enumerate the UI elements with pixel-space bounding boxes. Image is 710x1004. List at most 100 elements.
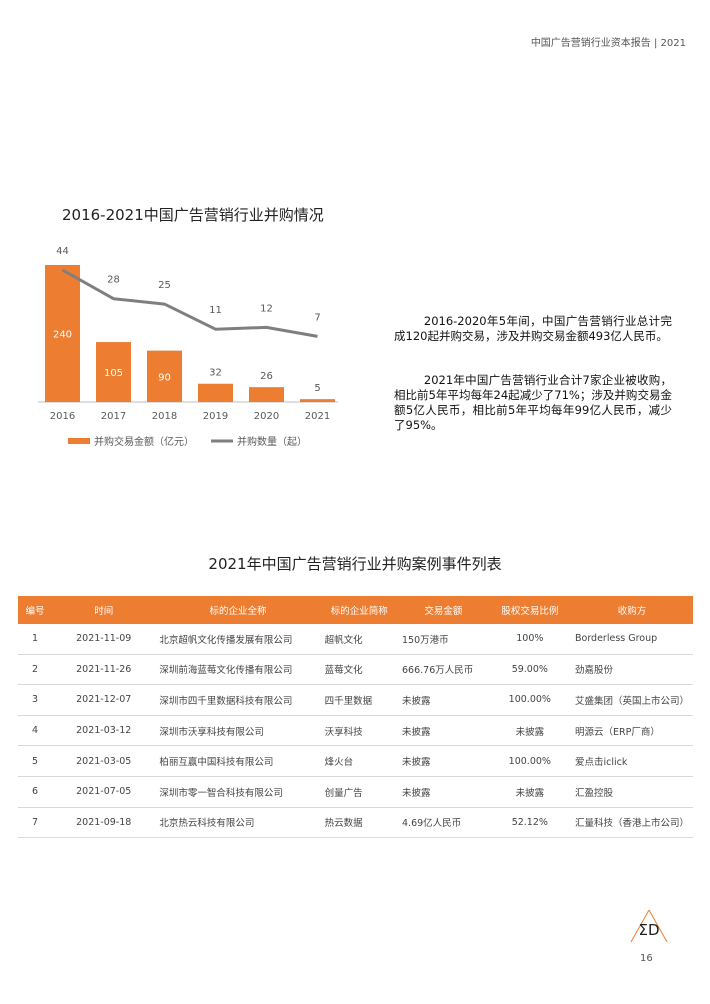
cell-company-full: 深圳市四千里数据科技有限公司 [155,684,321,716]
header-acquirer: 收购方 [570,596,693,624]
line-value-label: 28 [107,275,120,286]
table-row: 1 2021-11-09 北京超帆文化传播发展有限公司 超帆文化 150万港币 … [18,624,693,655]
cell-date: 2021-11-26 [52,654,156,686]
x-tick-label: 2021 [305,411,330,422]
cell-date: 2021-11-09 [52,624,156,655]
cell-company-short: 四千里数据 [320,684,398,716]
cell-amount: 4.69亿人民币 [398,807,489,839]
cell-amount: 未披露 [398,776,489,808]
cell-date: 2021-03-05 [52,745,156,777]
cell-date: 2021-09-18 [52,807,156,839]
cell-date: 2021-07-05 [52,776,156,808]
legend-label-line: 并购数量（起） [237,435,307,448]
cell-company-short: 创量广告 [320,776,398,808]
bar-value-label: 26 [260,371,273,382]
bar-value-label: 240 [53,330,72,341]
cell-company-full: 深圳市零一智合科技有限公司 [155,776,321,808]
cell-equity-ratio: 100.00% [488,745,571,777]
ma-chart: 240 2016 105 2017 90 2018 32 2019 26 2020 5 2021 44 2… [38,246,338,448]
legend-swatch-bar [68,438,90,444]
cell-company-short: 热云数据 [320,807,398,839]
x-tick-label: 2018 [152,411,177,422]
cell-acquirer: 汇量科技（香港上市公司） [570,807,693,839]
cell-company-full: 柏丽互赢中国科技有限公司 [155,745,321,777]
cell-date: 2021-12-07 [52,684,156,716]
table-row: 3 2021-12-07 深圳市四千里数据科技有限公司 四千里数据 未披露 10… [18,684,693,716]
summary-paragraph-1: 2016-2020年5年间，中国广告营销行业总计完成120起并购交易，涉及并购交… [394,314,672,343]
table-row: 4 2021-03-12 深圳市沃享科技有限公司 沃享科技 未披露 未披露 明源… [18,715,693,747]
cell-amount: 150万港币 [398,624,489,655]
cell-equity-ratio: 52.12% [488,807,571,839]
table-row: 6 2021-07-05 深圳市零一智合科技有限公司 创量广告 未披露 未披露 … [18,776,693,808]
summary-paragraph-2: 2021年中国广告营销行业合计7家企业被收购，相比前5年平均每年24起减少了71… [394,373,672,432]
cell-company-full: 北京超帆文化传播发展有限公司 [155,624,321,655]
bar-value-label: 105 [104,368,123,379]
x-tick-label: 2017 [101,411,126,422]
cell-acquirer: Borderless Group [570,624,693,655]
cell-company-full: 北京热云科技有限公司 [155,807,321,839]
cell-company-full: 深圳市沃享科技有限公司 [155,715,321,747]
cell-equity-ratio: 59.00% [488,654,571,686]
cell-no: 3 [18,684,53,716]
cell-company-short: 沃享科技 [320,715,398,747]
cell-no: 5 [18,745,53,777]
header-date: 时间 [52,596,156,624]
bar [147,350,182,402]
cell-acquirer: 劲嘉股份 [570,654,693,686]
bar [198,383,233,402]
legend-label-bar: 并购交易金额（亿元） [94,435,194,448]
line-value-label: 12 [260,303,273,314]
bar [45,265,80,402]
ma-cases-table: 编号 时间 标的企业全称 标的企业简称 交易金额 股权交易比例 收购方 1 20… [18,596,693,839]
cell-amount: 未披露 [398,745,489,777]
bar-value-label: 5 [314,383,320,394]
line-value-label: 44 [56,246,69,257]
company-logo: ΣD [630,909,668,943]
header-company-full: 标的企业全称 [155,596,321,624]
bar-value-label: 32 [209,368,222,379]
table-header-row: 编号 时间 标的企业全称 标的企业简称 交易金额 股权交易比例 收购方 [18,596,693,624]
cell-no: 6 [18,776,53,808]
report-header: 中国广告营销行业资本报告 | 2021 [530,38,686,49]
cell-acquirer: 汇盈控股 [570,776,693,808]
x-tick-label: 2016 [50,411,75,422]
x-tick-label: 2019 [203,411,228,422]
cell-amount: 666.76万人民币 [398,654,489,686]
cell-equity-ratio: 100% [488,624,571,655]
logo-text: ΣD [638,921,659,939]
header-equity-ratio: 股权交易比例 [488,596,571,624]
table-row: 2 2021-11-26 深圳前海蓝莓文化传播有限公司 蓝莓文化 666.76万… [18,654,693,686]
line-value-label: 25 [158,280,171,291]
count-line [61,268,318,338]
header-company-short: 标的企业简称 [320,596,398,624]
cell-acquirer: 明源云（ERP厂商） [570,715,693,747]
cell-no: 7 [18,807,53,839]
bar [96,342,131,402]
bar [249,387,284,402]
cell-no: 1 [18,624,53,655]
chart-title: 2016-2021中国广告营销行业并购情况 [62,206,324,224]
table-row: 5 2021-03-05 柏丽互赢中国科技有限公司 烽火台 未披露 100.00… [18,745,693,777]
header-no: 编号 [18,596,53,624]
cell-equity-ratio: 未披露 [488,715,571,747]
x-tick-label: 2020 [254,411,279,422]
cell-equity-ratio: 未披露 [488,776,571,808]
cell-date: 2021-03-12 [52,715,156,747]
cell-company-short: 蓝莓文化 [320,654,398,686]
cell-acquirer: 爱点击iclick [570,745,693,777]
bar [300,399,335,402]
cell-amount: 未披露 [398,684,489,716]
line-value-label: 7 [314,312,320,323]
cell-no: 4 [18,715,53,747]
cell-company-short: 烽火台 [320,745,398,777]
table-row: 7 2021-09-18 北京热云科技有限公司 热云数据 4.69亿人民币 52… [18,807,693,839]
table-title: 2021年中国广告营销行业并购案例事件列表 [208,555,502,573]
cell-equity-ratio: 100.00% [488,684,571,716]
bar-value-label: 90 [158,372,171,383]
cell-company-full: 深圳前海蓝莓文化传播有限公司 [155,654,321,686]
page-number: 16 [640,953,653,964]
header-amount: 交易金额 [398,596,489,624]
line-value-label: 11 [209,305,222,316]
cell-acquirer: 艾盛集团（英国上市公司） [570,684,693,716]
cell-amount: 未披露 [398,715,489,747]
